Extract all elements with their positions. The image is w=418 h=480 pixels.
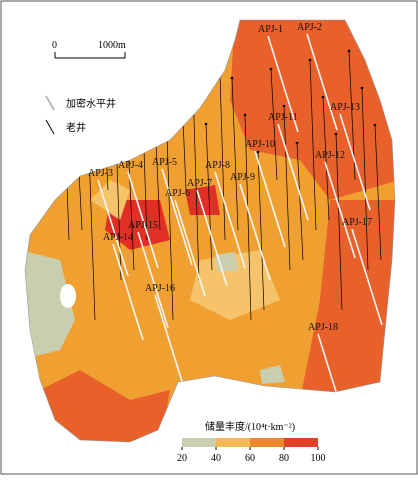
old-well-head [373, 123, 377, 127]
new-well [112, 243, 144, 341]
zone-low [25, 250, 75, 360]
new-well [214, 171, 246, 269]
well-label: APJ-2 [297, 22, 322, 33]
hole [60, 284, 76, 308]
well-label: APJ-5 [152, 157, 177, 168]
old-well-head [230, 76, 234, 80]
zone-high [300, 200, 395, 400]
old-well [361, 87, 369, 271]
new-well [137, 231, 169, 329]
scale-start: 0 [52, 40, 57, 51]
colorbar-tick-label: 20 [177, 453, 187, 464]
old-well [374, 124, 382, 261]
wells [48, 33, 383, 431]
legend: 加密水平井 老井 [45, 95, 116, 135]
well-label: APJ-14 [103, 232, 133, 243]
old-well [296, 142, 304, 261]
well-label: APJ-18 [308, 322, 338, 333]
colorbar-segment [250, 438, 284, 447]
well-label: APJ-10 [245, 139, 275, 150]
new-well [161, 168, 193, 266]
old-well [166, 132, 174, 321]
old-well [283, 105, 291, 271]
new-well [196, 189, 228, 287]
old-well-head [269, 67, 273, 71]
colorbar-title: 储量丰度/(10⁴t·km⁻²) [205, 420, 295, 433]
old-well [322, 96, 330, 221]
colorbar-segment [216, 438, 250, 447]
zone-mid [90, 180, 130, 220]
well-label: APJ-11 [268, 112, 298, 123]
colorbar-tick-label: 100 [311, 453, 326, 464]
new-well [339, 113, 371, 211]
old-well [270, 68, 278, 181]
zone-low [215, 252, 238, 272]
well-label: APJ-6 [165, 188, 190, 199]
well-label: APJ-4 [118, 160, 143, 171]
old-well [205, 123, 213, 271]
well-label: APJ-16 [145, 283, 175, 294]
legend-old-well [45, 119, 55, 135]
colorbar-tick-label: 80 [279, 453, 289, 464]
well-label: APJ-17 [342, 217, 372, 228]
new-well [351, 228, 383, 326]
well-label: APJ-1 [258, 24, 283, 35]
old-well-head [360, 86, 364, 90]
old-well [127, 141, 135, 271]
legend-new-well [45, 95, 55, 111]
new-well [306, 33, 338, 131]
legend-label: 加密水平井 [66, 97, 116, 110]
well-label: APJ-9 [230, 172, 255, 183]
well-label: APJ-13 [330, 102, 360, 113]
old-well [335, 133, 343, 311]
new-well [267, 35, 299, 133]
colorbar-segment [284, 438, 318, 447]
well-label: APJ-8 [205, 160, 230, 171]
new-well [127, 171, 159, 269]
old-well-head [204, 122, 208, 126]
old-well [257, 151, 265, 311]
zone-high [230, 20, 395, 200]
old-well [88, 150, 96, 321]
old-well-head [347, 49, 351, 53]
old-well [192, 86, 200, 281]
old-well [231, 77, 239, 231]
zone-mid [190, 250, 280, 320]
zone-peak [185, 185, 220, 215]
old-well [309, 59, 317, 231]
well-label: APJ-15 [128, 220, 158, 231]
scale-line [54, 52, 126, 59]
well-label: APJ-12 [315, 150, 345, 161]
new-well [324, 161, 356, 259]
new-well [277, 123, 309, 221]
old-well [244, 114, 252, 321]
new-well [154, 294, 186, 392]
scale-bar: 0 1000m [52, 40, 126, 59]
old-well-head [321, 95, 325, 99]
old-well-head [295, 141, 299, 145]
legend-label: 老井 [66, 121, 86, 134]
old-well-head [308, 58, 312, 62]
scale-end: 1000m [98, 40, 126, 51]
zone-low [260, 365, 285, 384]
colorbar-tick-label: 40 [211, 453, 221, 464]
new-well [97, 179, 129, 277]
old-well-head [243, 113, 247, 117]
old-well-head [256, 150, 260, 154]
old-well-head [282, 104, 286, 108]
well-label: APJ-3 [88, 168, 113, 179]
colorbar-tick-label: 60 [245, 453, 255, 464]
new-well [254, 150, 286, 248]
well-label: APJ-7 [187, 178, 212, 189]
old-well-head [334, 132, 338, 136]
colorbar-segment [182, 438, 216, 447]
colorbar: 储量丰度/(10⁴t·km⁻²) 20 40 60 80 100 [177, 420, 326, 464]
new-well [239, 183, 271, 281]
new-well [174, 199, 206, 297]
